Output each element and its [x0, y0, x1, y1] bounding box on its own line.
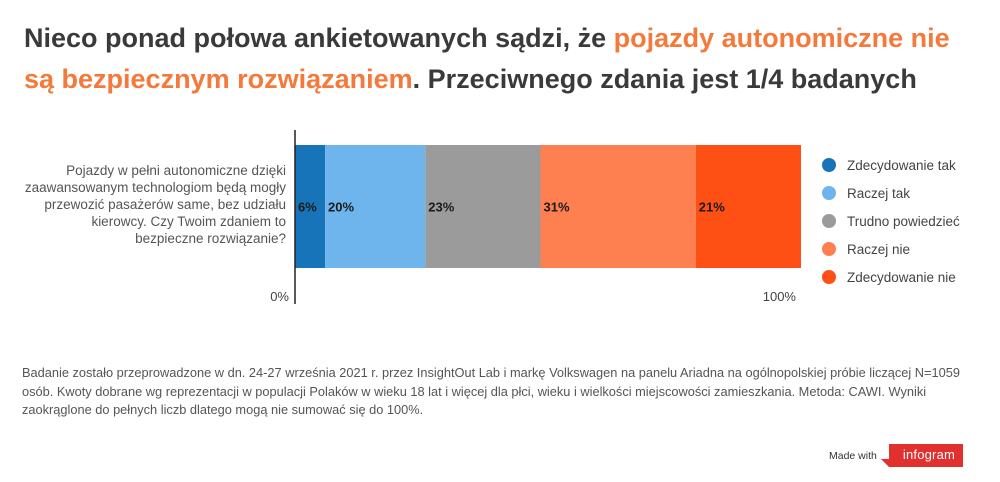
legend-label: Zdecydowanie nie: [847, 269, 956, 285]
infogram-logo[interactable]: infogram: [880, 444, 964, 467]
credit: Made with infogram: [829, 444, 964, 467]
legend-swatch: [822, 270, 836, 284]
legend-swatch: [822, 242, 836, 256]
x-tick-0: 0%: [270, 289, 289, 304]
legend-label: Zdecydowanie tak: [847, 157, 956, 173]
title-part-1: Nieco ponad połowa ankietowanych sądzi, …: [24, 23, 614, 53]
data-label-5: 21%: [699, 200, 725, 215]
legend-item-5[interactable]: Zdecydowanie nie: [822, 263, 997, 291]
bar-segment-4: [540, 145, 696, 268]
bar-segment-1: [295, 145, 326, 268]
x-tick-100: 100%: [763, 289, 797, 304]
data-label-3: 23%: [428, 200, 454, 215]
legend-swatch: [822, 186, 836, 200]
legend-swatch: [822, 158, 836, 172]
data-label-4: 31%: [543, 200, 569, 215]
legend-swatch: [822, 214, 836, 228]
chart-title: Nieco ponad połowa ankietowanych sądzi, …: [24, 18, 974, 100]
title-part-2: . Przeciwnego zdania jest 1/4 badanych: [412, 64, 917, 94]
legend-label: Raczej nie: [847, 241, 911, 257]
data-label-2: 20%: [328, 200, 354, 215]
legend-item-2[interactable]: Raczej tak: [822, 179, 997, 207]
chart-legend: Zdecydowanie tak Raczej tak Trudno powiedz…: [822, 151, 997, 291]
data-label-1: 6%: [298, 200, 317, 215]
made-with-text: Made with: [829, 449, 877, 462]
legend-item-1[interactable]: Zdecydowanie tak: [822, 151, 997, 179]
legend-label: Raczej tak: [847, 185, 911, 201]
title-highlight: pojazdy autonomiczne nie są bezpiecznym …: [24, 23, 950, 94]
bar-segment-5: [695, 145, 801, 268]
bar-segment-3: [425, 145, 541, 268]
legend-label: Trudno powiedzieć: [847, 213, 960, 229]
category-label: Pojazdy w pełni autonomiczne dzięki zaaw…: [24, 163, 286, 246]
bar-segment-2: [325, 145, 426, 268]
legend-item-4[interactable]: Raczej nie: [822, 235, 997, 263]
legend-item-3[interactable]: Trudno powiedzieć: [822, 207, 997, 235]
methodology-note: Badanie zostało przeprowadzone w dn. 24-…: [22, 365, 960, 418]
